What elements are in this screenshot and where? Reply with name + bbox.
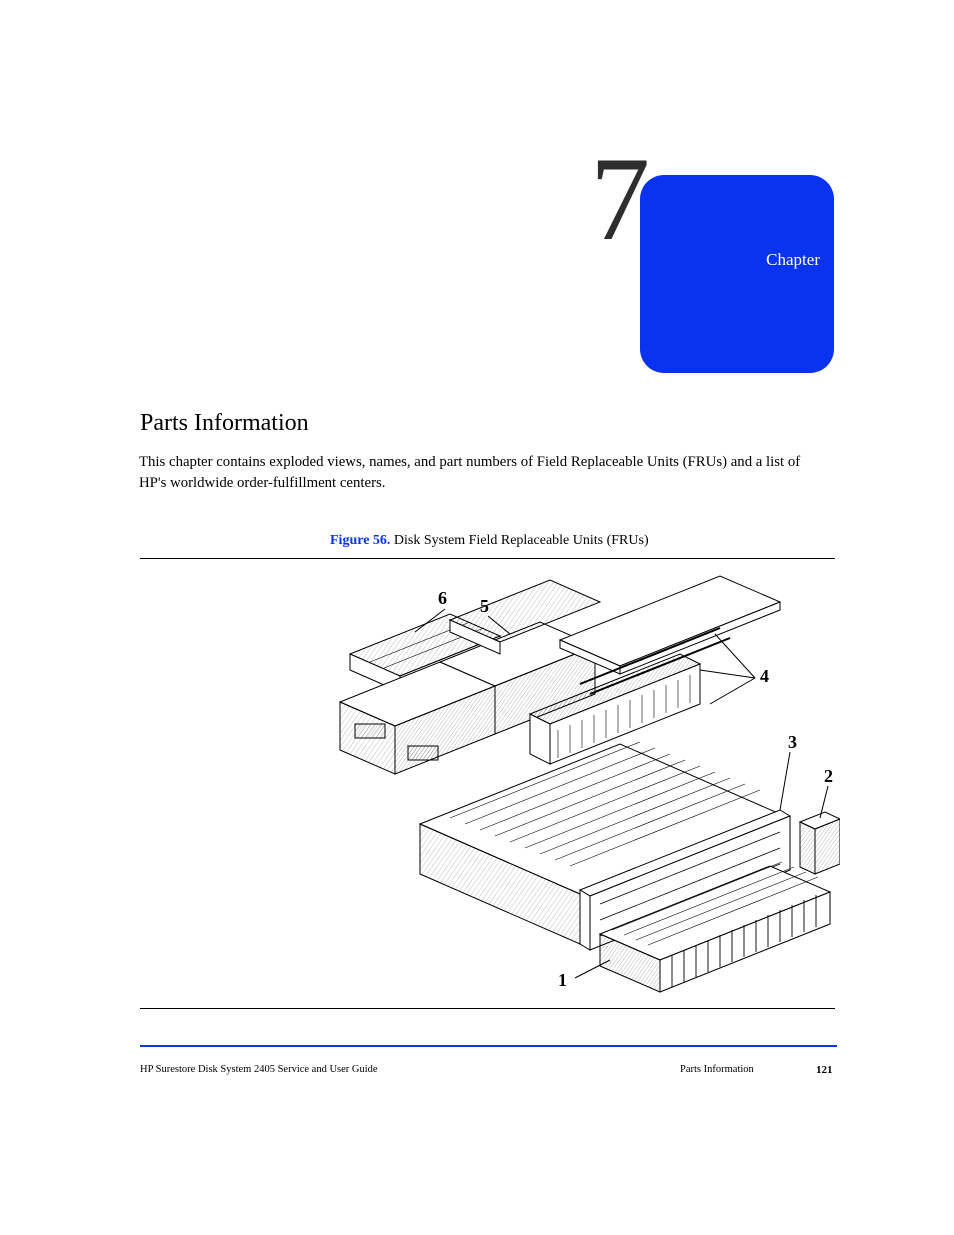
figure-label: Figure 56. xyxy=(330,533,390,548)
footer-rule xyxy=(140,1045,837,1047)
figure-caption-text: Disk System Field Replaceable Units (FRU… xyxy=(394,533,649,548)
figure-rule-bottom xyxy=(140,1008,835,1009)
intro-paragraph: This chapter contains exploded views, na… xyxy=(139,452,819,495)
callout-2: 2 xyxy=(824,766,833,787)
chapter-accent-box xyxy=(640,175,834,373)
footer-page-number: 121 xyxy=(816,1064,833,1076)
figure-caption: Figure 56. Disk System Field Replaceable… xyxy=(330,533,649,549)
figure-rule-top xyxy=(140,558,835,559)
diagram-svg xyxy=(300,574,840,994)
exploded-view-diagram: 6 5 4 3 2 1 xyxy=(300,574,840,994)
callout-3: 3 xyxy=(788,732,797,753)
callout-6: 6 xyxy=(438,588,447,609)
footer-section: Parts Information xyxy=(680,1064,754,1075)
page: 7 Chapter Parts Information This chapter… xyxy=(0,0,954,1235)
callout-1: 1 xyxy=(558,970,567,991)
chapter-title: Parts Information xyxy=(140,410,309,437)
fru-item-2 xyxy=(800,812,840,874)
callout-4: 4 xyxy=(760,666,769,687)
chapter-label: Chapter xyxy=(720,250,820,270)
footer-doc-title: HP Surestore Disk System 2405 Service an… xyxy=(140,1064,378,1075)
callout-5: 5 xyxy=(480,596,489,617)
